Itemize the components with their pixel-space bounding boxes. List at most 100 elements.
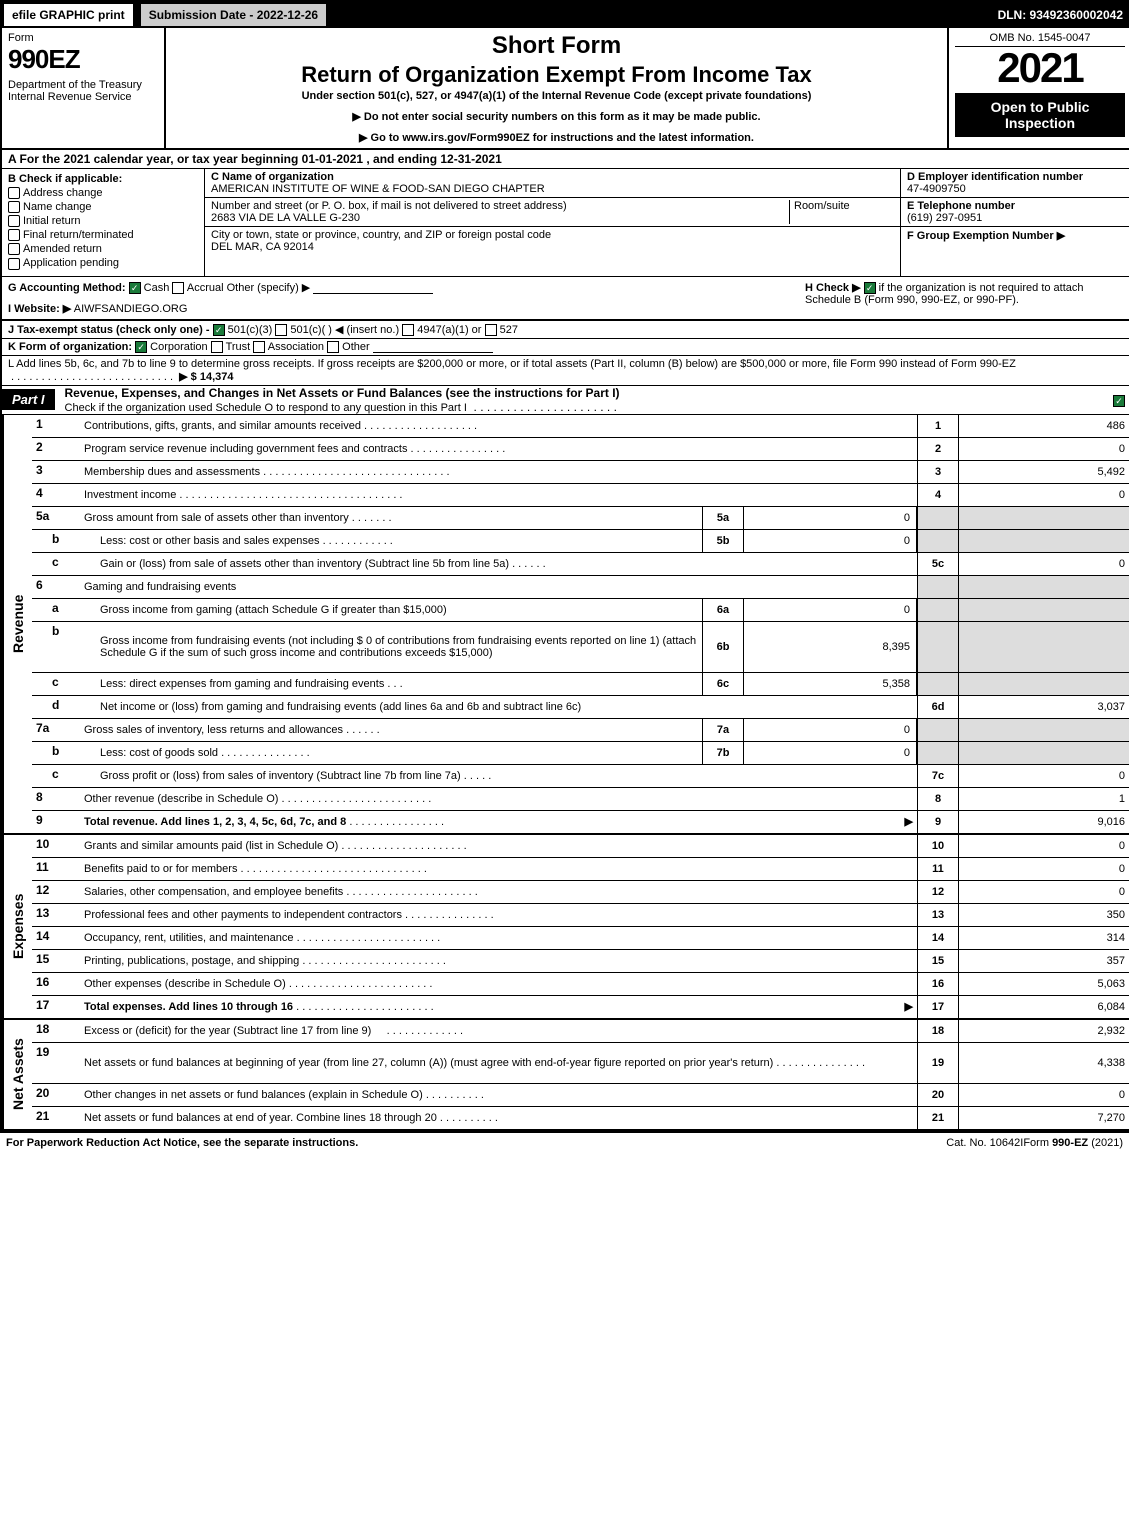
K-other-field[interactable] xyxy=(373,352,493,353)
checkbox-icon[interactable] xyxy=(485,324,497,336)
checkbox-icon[interactable] xyxy=(327,341,339,353)
line-15-desc: Printing, publications, postage, and shi… xyxy=(84,955,299,967)
checkbox-icon xyxy=(8,229,20,241)
line-9-val: 9,016 xyxy=(958,811,1129,833)
line-6c-sublabel: 6c xyxy=(702,673,744,695)
top-bar: efile GRAPHIC print Submission Date - 20… xyxy=(2,2,1129,28)
revenue-section: Revenue 1 Contributions, gifts, grants, … xyxy=(2,415,1129,835)
subtext: Under section 501(c), 527, or 4947(a)(1)… xyxy=(172,90,941,102)
line-20: 20 Other changes in net assets or fund b… xyxy=(32,1084,1129,1107)
line-2-val: 0 xyxy=(958,438,1129,460)
line-8-val: 1 xyxy=(958,788,1129,810)
line-13-desc: Professional fees and other payments to … xyxy=(84,909,402,921)
do-not-note: ▶ Do not enter social security numbers o… xyxy=(172,110,941,123)
line-17: 17 Total expenses. Add lines 10 through … xyxy=(32,996,1129,1018)
row-J: J Tax-exempt status (check only one) - 5… xyxy=(2,320,1129,338)
line-3-label: 3 xyxy=(917,461,958,483)
line-13-val: 350 xyxy=(958,904,1129,926)
check-initial-return[interactable]: Initial return xyxy=(8,215,198,227)
arrow-icon: ▶ xyxy=(905,815,913,828)
line-10: 10 Grants and similar amounts paid (list… xyxy=(32,835,1129,858)
grey-cell xyxy=(958,507,1129,529)
line-6a-desc: Gross income from gaming (attach Schedul… xyxy=(100,604,447,616)
line-8-label: 8 xyxy=(917,788,958,810)
grey-cell xyxy=(958,622,1129,672)
line-4-desc: Investment income xyxy=(84,489,176,501)
line-5a-sublabel: 5a xyxy=(702,507,744,529)
check-application-pending[interactable]: Application pending xyxy=(8,257,198,269)
line-9: 9 Total revenue. Add lines 1, 2, 3, 4, 5… xyxy=(32,811,1129,833)
line-2: 2 Program service revenue including gove… xyxy=(32,438,1129,461)
line-20-val: 0 xyxy=(958,1084,1129,1106)
part1-checkbox[interactable] xyxy=(1113,393,1129,407)
checkbox-icon[interactable] xyxy=(253,341,265,353)
street-label: Number and street (or P. O. box, if mail… xyxy=(211,200,567,212)
line-16-val: 5,063 xyxy=(958,973,1129,995)
line-6b: b Gross income from fundraising events (… xyxy=(32,622,1129,673)
tax-year: 2021 xyxy=(955,47,1125,89)
check-final-return[interactable]: Final return/terminated xyxy=(8,229,198,241)
line-17-label: 17 xyxy=(917,996,958,1018)
line-6d: d Net income or (loss) from gaming and f… xyxy=(32,696,1129,719)
row-A: A For the 2021 calendar year, or tax yea… xyxy=(2,150,1129,169)
line-6d-desc: Net income or (loss) from gaming and fun… xyxy=(100,701,581,713)
line-1-label: 1 xyxy=(917,415,958,437)
line-7a-desc: Gross sales of inventory, less returns a… xyxy=(84,724,343,736)
line-7b-subval: 0 xyxy=(744,742,917,764)
line-21-val: 7,270 xyxy=(958,1107,1129,1129)
efile-button[interactable]: efile GRAPHIC print xyxy=(2,2,135,28)
line-1-desc: Contributions, gifts, grants, and simila… xyxy=(84,420,361,432)
line-7c-val: 0 xyxy=(958,765,1129,787)
line-19-label: 19 xyxy=(917,1043,958,1083)
checked-box-icon xyxy=(213,324,225,336)
line-5b-sublabel: 5b xyxy=(702,530,744,552)
part1-label: Part I xyxy=(2,389,55,410)
line-15-label: 15 xyxy=(917,950,958,972)
expenses-section: Expenses 10 Grants and similar amounts p… xyxy=(2,835,1129,1020)
B-label: B Check if applicable: xyxy=(8,173,198,185)
grey-cell xyxy=(917,719,958,741)
line-7b-desc: Less: cost of goods sold xyxy=(100,747,218,759)
grey-cell xyxy=(958,719,1129,741)
K-corp: Corporation xyxy=(150,341,207,353)
line-5a: 5a Gross amount from sale of assets othe… xyxy=(32,507,1129,530)
expenses-label: Expenses xyxy=(2,835,32,1018)
checked-box-icon xyxy=(1113,395,1125,407)
part1-title: Revenue, Expenses, and Changes in Net As… xyxy=(55,386,1113,414)
other-label: Other (specify) ▶ xyxy=(227,282,311,294)
city-label: City or town, state or province, country… xyxy=(211,229,551,241)
line-6b-subval: 8,395 xyxy=(744,622,917,672)
F-cell: F Group Exemption Number ▶ xyxy=(901,227,1129,244)
other-field[interactable] xyxy=(313,293,433,294)
line-20-desc: Other changes in net assets or fund bala… xyxy=(84,1089,423,1101)
check-name-change[interactable]: Name change xyxy=(8,201,198,213)
check-amended-return[interactable]: Amended return xyxy=(8,243,198,255)
header-right: OMB No. 1545-0047 2021 Open to Public In… xyxy=(949,28,1129,148)
section-DEF: D Employer identification number 47-4909… xyxy=(900,169,1129,276)
checkbox-icon[interactable] xyxy=(402,324,414,336)
section-C: C Name of organization AMERICAN INSTITUT… xyxy=(205,169,900,276)
check-address-change[interactable]: Address change xyxy=(8,187,198,199)
line-6c-subval: 5,358 xyxy=(744,673,917,695)
short-form-title: Short Form xyxy=(172,32,941,60)
section-B: B Check if applicable: Address change Na… xyxy=(2,169,1129,277)
line-9-label: 9 xyxy=(917,811,958,833)
checkbox-icon xyxy=(8,258,20,270)
street-row: Number and street (or P. O. box, if mail… xyxy=(205,198,900,227)
goto-link[interactable]: ▶ Go to www.irs.gov/Form990EZ for instru… xyxy=(172,131,941,144)
checkbox-icon[interactable] xyxy=(172,282,184,294)
line-14-val: 314 xyxy=(958,927,1129,949)
checked-box-icon xyxy=(135,341,147,353)
line-4: 4 Investment income . . . . . . . . . . … xyxy=(32,484,1129,507)
checkbox-icon[interactable] xyxy=(211,341,223,353)
website[interactable]: AIWFSANDIEGO.ORG xyxy=(74,303,188,315)
check-if-applicable: B Check if applicable: Address change Na… xyxy=(2,169,205,276)
line-4-label: 4 xyxy=(917,484,958,506)
room-label: Room/suite xyxy=(794,200,850,212)
F-label: F Group Exemption Number ▶ xyxy=(907,230,1065,242)
J-4947: 4947(a)(1) or xyxy=(417,324,481,336)
checkbox-icon xyxy=(8,243,20,255)
E-cell: E Telephone number (619) 297-0951 xyxy=(901,198,1129,227)
city-row: City or town, state or province, country… xyxy=(205,227,900,255)
checkbox-icon[interactable] xyxy=(275,324,287,336)
